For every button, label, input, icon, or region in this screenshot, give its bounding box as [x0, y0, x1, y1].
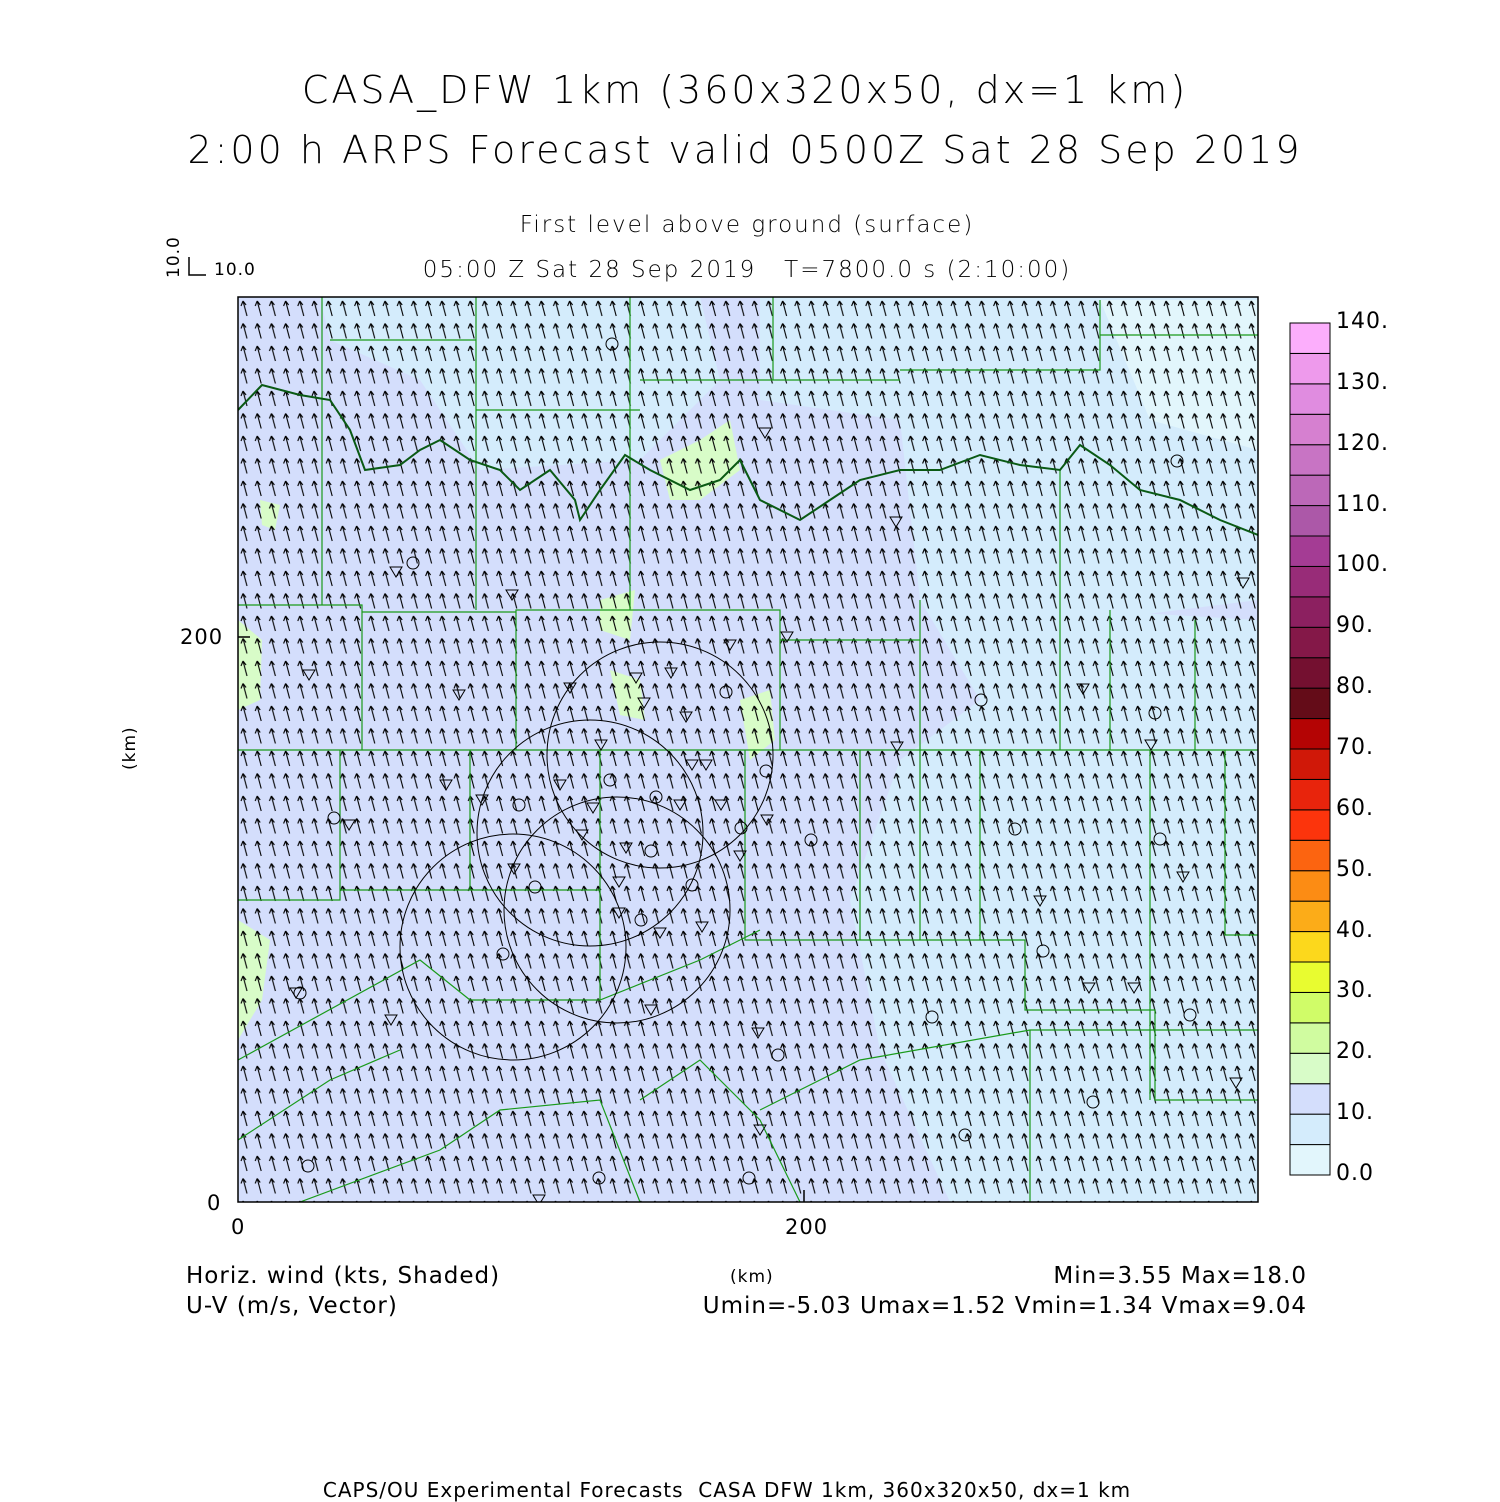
footer-vector-label: U-V (m/s, Vector)	[186, 1293, 398, 1319]
colorbar-bin	[1289, 748, 1331, 780]
colorbar-label: 120.	[1336, 430, 1389, 456]
colorbar-label: 60.	[1336, 795, 1374, 821]
colorbar-bin	[1289, 352, 1331, 385]
colorbar-bin	[1289, 565, 1331, 598]
colorbar-bin	[1289, 505, 1331, 537]
colorbar-bin	[1289, 839, 1331, 872]
colorbar-label: 100.	[1336, 552, 1389, 578]
credit-line: CAPS/OU Experimental Forecasts CASA DFW …	[322, 1478, 1132, 1502]
colorbar-label: 140.	[1336, 309, 1389, 334]
colorbar-label: 110.	[1336, 491, 1389, 517]
colorbar-bin	[1289, 626, 1331, 659]
vector-key-u-label: 10.0	[214, 260, 256, 280]
colorbar-bin	[1289, 718, 1331, 750]
colorbar-bin	[1289, 322, 1331, 354]
colorbar-bin	[1289, 1022, 1331, 1054]
county-boundaries	[238, 297, 1258, 1202]
plot-frame	[237, 296, 1259, 1203]
radar-range-rings	[399, 641, 774, 1061]
x-axis-label: (km)	[730, 1267, 774, 1287]
colorbar-bin	[1289, 535, 1331, 567]
river-line	[238, 383, 1258, 536]
colorbar-bin	[1289, 1144, 1331, 1176]
colorbar-label: 0.0	[1336, 1161, 1374, 1186]
footer-shaded-label: Horiz. wind (kts, Shaded)	[186, 1263, 501, 1289]
colorbar-bin	[1289, 870, 1331, 902]
x-tick-200: 200	[785, 1215, 829, 1239]
colorbar-bin	[1289, 900, 1331, 933]
wind-shading	[238, 297, 1258, 1202]
uv-min-max-readout: Umin=-5.03 Umax=1.52 Vmin=1.34 Vmax=9.04	[702, 1293, 1307, 1319]
title-line-1: CASA_DFW 1km (360x320x50, dx=1 km)	[301, 68, 1189, 112]
colorbar-label: 50.	[1336, 856, 1374, 882]
colorbar-label: 10.	[1336, 1100, 1374, 1126]
axis-ticks	[238, 636, 805, 1202]
colorbar-bin	[1289, 444, 1331, 476]
y-axis-label: (km)	[120, 726, 140, 770]
colorbar-bin	[1289, 1113, 1331, 1146]
colorbar-bin	[1289, 809, 1331, 841]
y-tick-0: 0	[207, 1191, 222, 1215]
colorbar-bin	[1289, 383, 1331, 415]
vector-key-icon	[188, 257, 206, 276]
colorbar-label: 20.	[1336, 1039, 1374, 1065]
colorbar-bin	[1289, 931, 1331, 963]
colorbar	[1289, 322, 1331, 1176]
colorbar-bin	[1289, 1083, 1331, 1115]
min-max-readout: Min=3.55 Max=18.0	[1053, 1263, 1307, 1289]
vector-key-v-label: 10.0	[164, 236, 184, 278]
colorbar-bin	[1289, 778, 1331, 811]
title-line-2: 2:00 h ARPS Forecast valid 0500Z Sat 28 …	[187, 128, 1303, 172]
colorbar-bin	[1289, 657, 1331, 689]
colorbar-bin	[1289, 596, 1331, 628]
colorbar-bin	[1289, 961, 1331, 993]
colorbar-bin	[1289, 413, 1331, 446]
colorbar-bin	[1289, 991, 1331, 1024]
colorbar-bin	[1289, 474, 1331, 507]
x-tick-0: 0	[231, 1215, 246, 1239]
colorbar-label: 40.	[1336, 917, 1374, 943]
subtitle-line-2: 05:00 Z Sat 28 Sep 2019 T=7800.0 s (2:10…	[422, 257, 1072, 283]
colorbar-label: 90.	[1336, 613, 1374, 639]
y-tick-200: 200	[180, 625, 224, 649]
colorbar-label: 80.	[1336, 674, 1374, 700]
colorbar-label: 130.	[1336, 369, 1389, 395]
colorbar-label: 70.	[1336, 735, 1374, 760]
station-markers	[289, 337, 1250, 1202]
colorbar-bin	[1289, 687, 1331, 720]
subtitle-line-1: First level above ground (surface)	[519, 212, 975, 238]
colorbar-bin	[1289, 1052, 1331, 1085]
colorbar-label: 30.	[1336, 978, 1374, 1004]
